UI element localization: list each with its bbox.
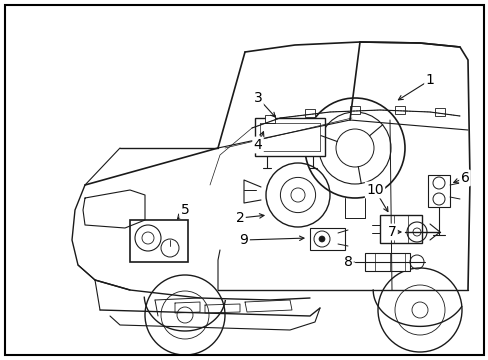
Bar <box>434 108 444 116</box>
Text: 4: 4 <box>253 138 262 152</box>
Text: 10: 10 <box>366 183 383 197</box>
Circle shape <box>318 236 325 242</box>
Bar <box>305 109 314 117</box>
Bar <box>364 253 409 271</box>
Text: 7: 7 <box>387 225 396 239</box>
Bar <box>349 106 359 114</box>
Bar <box>130 220 187 262</box>
Text: 2: 2 <box>235 211 244 225</box>
Bar <box>254 118 325 156</box>
Text: 9: 9 <box>239 233 248 247</box>
Text: 8: 8 <box>343 255 352 269</box>
Bar <box>394 106 404 114</box>
Bar <box>264 115 274 123</box>
Text: 5: 5 <box>180 203 189 217</box>
Bar <box>427 175 449 207</box>
Text: 1: 1 <box>425 73 433 87</box>
Bar <box>379 215 421 243</box>
Bar <box>309 228 345 250</box>
Text: 3: 3 <box>253 91 262 105</box>
Text: 6: 6 <box>460 171 468 185</box>
